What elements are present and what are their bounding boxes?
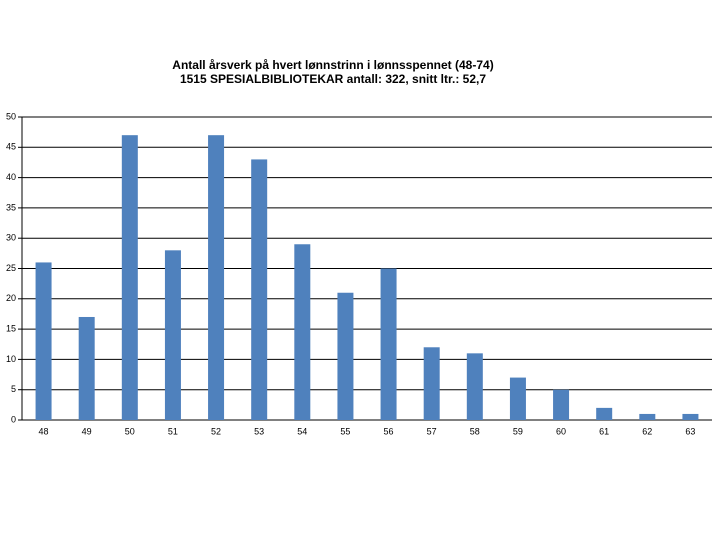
bar — [294, 244, 311, 420]
x-tick-label: 60 — [556, 426, 566, 436]
x-tick-label: 50 — [125, 426, 135, 436]
y-tick-label: 5 — [11, 384, 16, 394]
y-tick-label: 25 — [6, 263, 16, 273]
bar — [121, 135, 138, 420]
x-tick-label: 57 — [427, 426, 437, 436]
x-tick-label: 52 — [211, 426, 221, 436]
x-tick-label: 63 — [685, 426, 695, 436]
x-tick-label: 55 — [340, 426, 350, 436]
y-tick-label: 20 — [6, 293, 16, 303]
bar — [78, 316, 95, 420]
bar — [682, 413, 699, 420]
y-tick-label: 50 — [6, 111, 16, 121]
x-tick-label: 49 — [82, 426, 92, 436]
x-tick-label: 51 — [168, 426, 178, 436]
bar — [35, 262, 52, 420]
bar — [553, 389, 570, 420]
x-tick-label: 59 — [513, 426, 523, 436]
bar — [509, 377, 526, 420]
x-tick-label: 53 — [254, 426, 264, 436]
x-tick-label: 62 — [642, 426, 652, 436]
y-tick-label: 45 — [6, 142, 16, 152]
y-tick-label: 40 — [6, 172, 16, 182]
y-tick-label: 15 — [6, 323, 16, 333]
bar — [164, 250, 181, 420]
y-tick-label: 10 — [6, 354, 16, 364]
bar — [380, 268, 397, 420]
x-tick-label: 61 — [599, 426, 609, 436]
bar — [423, 347, 440, 420]
x-tick-label: 56 — [384, 426, 394, 436]
bar — [208, 135, 225, 420]
x-tick-label: 48 — [39, 426, 49, 436]
x-tick-label: 58 — [470, 426, 480, 436]
y-tick-label: 35 — [6, 202, 16, 212]
x-tick-label: 54 — [297, 426, 307, 436]
chart-subtitle: 1515 SPESIALBIBLIOTEKAR antall: 322, sni… — [180, 72, 486, 86]
y-tick-label: 30 — [6, 233, 16, 243]
bar — [466, 353, 483, 420]
bar — [337, 292, 354, 420]
bar — [251, 159, 268, 421]
bar — [639, 413, 656, 420]
bar — [596, 407, 613, 420]
y-tick-label: 0 — [11, 414, 16, 424]
chart-title: Antall årsverk på hvert lønnstrinn i løn… — [172, 58, 493, 72]
